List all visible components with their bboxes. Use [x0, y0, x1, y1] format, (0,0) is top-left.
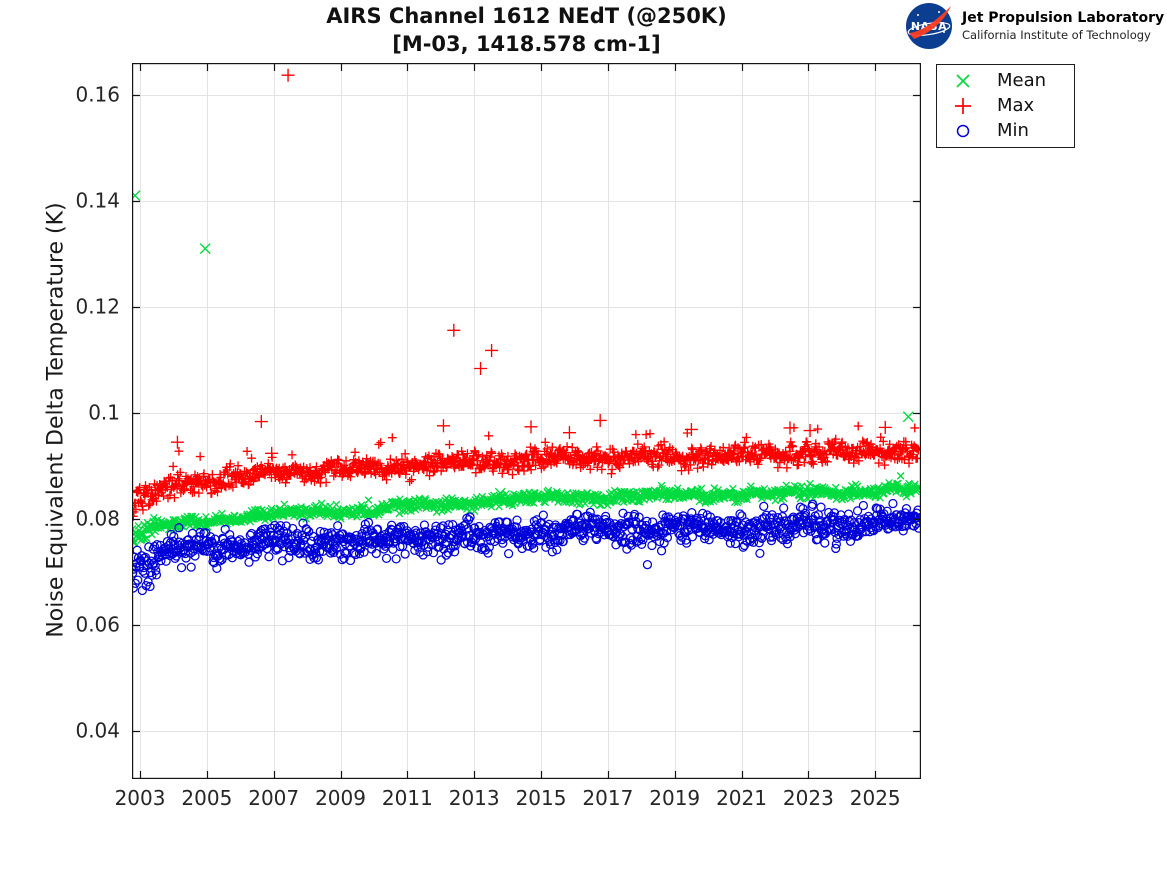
x-tick-label-2007: 2007 — [248, 786, 300, 810]
legend-label-mean: Mean — [997, 70, 1047, 91]
x-tick-label-2011: 2011 — [381, 786, 433, 810]
jpl-subname: California Institute of Technology — [962, 27, 1151, 42]
jpl-name: Jet Propulsion Laboratory — [962, 10, 1165, 27]
x-tick-label-2009: 2009 — [315, 786, 366, 810]
jpl-logo-text: Jet Propulsion Laboratory California Ins… — [962, 10, 1164, 42]
x-tick-label-2013: 2013 — [448, 786, 500, 810]
plot-canvas — [132, 63, 921, 779]
y-tick-label-0.14: 0.14 — [75, 188, 120, 213]
mean-marker-icon — [949, 72, 979, 90]
nasa-meatball-icon: NASA — [906, 3, 952, 49]
x-tick-label-2025: 2025 — [849, 786, 901, 810]
chart-title-line2: [M-03, 1418.578 cm-1] — [392, 32, 661, 57]
x-tick-label-2015: 2015 — [515, 786, 567, 810]
chart-title: AIRS Channel 1612 NEdT (@250K) [M-03, 14… — [132, 2, 921, 59]
y-tick-label-0.16: 0.16 — [75, 82, 120, 107]
legend-row-max: Max — [937, 93, 1074, 118]
legend: Mean Max Min — [936, 64, 1075, 148]
y-axis-label: Noise Equivalent Delta Temperature (K) — [43, 202, 69, 638]
y-tick-label-0.08: 0.08 — [75, 506, 120, 531]
legend-row-mean: Mean — [937, 68, 1074, 93]
x-tick-label-2003: 2003 — [114, 786, 166, 810]
legend-row-min: Min — [937, 118, 1074, 143]
min-marker-icon — [949, 122, 979, 140]
x-tick-label-2023: 2023 — [782, 786, 834, 810]
chart-title-line1: AIRS Channel 1612 NEdT (@250K) — [326, 4, 727, 28]
y-tick-label-0.06: 0.06 — [75, 612, 120, 637]
x-tick-label-2005: 2005 — [181, 786, 233, 810]
x-tick-label-2017: 2017 — [582, 786, 634, 810]
x-tick-label-2019: 2019 — [649, 786, 701, 810]
max-marker-icon — [949, 97, 979, 115]
y-tick-label-0.1: 0.1 — [88, 400, 120, 425]
legend-label-min: Min — [997, 120, 1029, 141]
x-tick-label-2021: 2021 — [716, 786, 767, 810]
y-tick-label-0.12: 0.12 — [75, 294, 120, 319]
legend-label-max: Max — [997, 95, 1035, 116]
jpl-logo: NASA Jet Propulsion Laboratory Californi… — [905, 2, 1164, 50]
plot-area — [132, 63, 921, 779]
y-tick-label-0.04: 0.04 — [75, 718, 120, 743]
